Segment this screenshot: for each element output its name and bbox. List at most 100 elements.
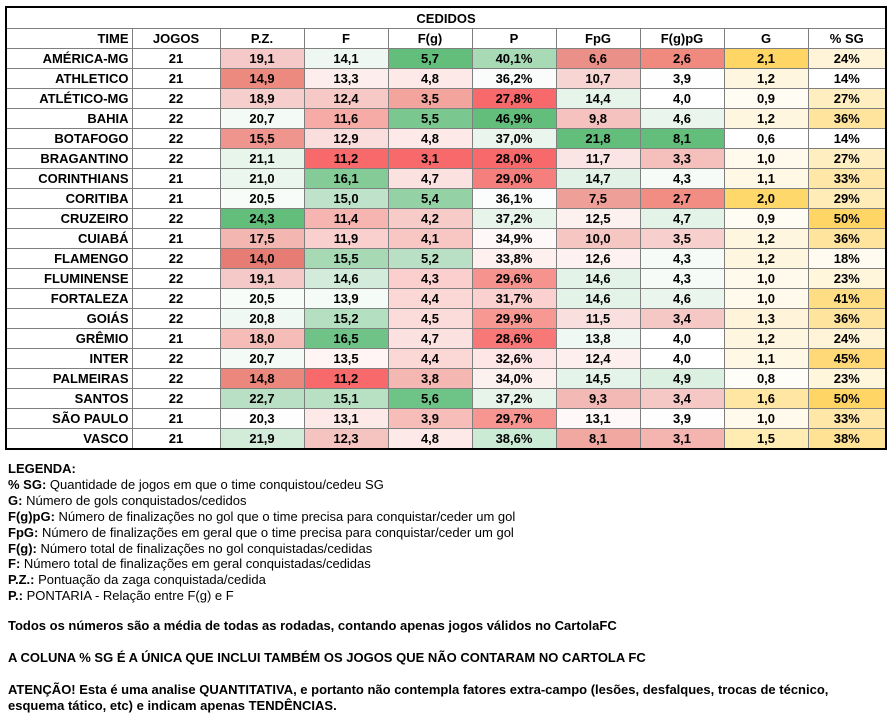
- table-cell[interactable]: 34,9%: [471, 228, 557, 249]
- table-cell[interactable]: 21,0: [219, 168, 305, 189]
- team-cell[interactable]: INTER: [5, 348, 133, 369]
- team-cell[interactable]: SANTOS: [5, 388, 133, 409]
- table-cell[interactable]: 11,6: [303, 108, 389, 129]
- table-cell[interactable]: 20,7: [219, 348, 305, 369]
- table-cell[interactable]: 15,5: [303, 248, 389, 269]
- table-cell[interactable]: 2,0: [723, 188, 809, 209]
- table-cell[interactable]: 1,1: [723, 168, 809, 189]
- column-header[interactable]: F: [303, 28, 389, 49]
- table-cell[interactable]: 9,8: [555, 108, 641, 129]
- table-cell[interactable]: 1,0: [723, 408, 809, 429]
- table-cell[interactable]: 3,1: [387, 148, 473, 169]
- table-cell[interactable]: 4,5: [387, 308, 473, 329]
- team-cell[interactable]: ATLÉTICO-MG: [5, 88, 133, 109]
- table-cell[interactable]: 21: [131, 48, 221, 69]
- table-cell[interactable]: 13,5: [303, 348, 389, 369]
- table-cell[interactable]: 4,4: [387, 288, 473, 309]
- team-cell[interactable]: CORITIBA: [5, 188, 133, 209]
- table-cell[interactable]: 4,1: [387, 228, 473, 249]
- table-cell[interactable]: 14,6: [555, 288, 641, 309]
- table-cell[interactable]: 16,1: [303, 168, 389, 189]
- team-cell[interactable]: FORTALEZA: [5, 288, 133, 309]
- table-cell[interactable]: 1,0: [723, 148, 809, 169]
- table-cell[interactable]: 15,2: [303, 308, 389, 329]
- table-cell[interactable]: 24,3: [219, 208, 305, 229]
- table-cell[interactable]: 50%: [807, 208, 887, 229]
- table-cell[interactable]: 3,3: [639, 148, 725, 169]
- table-cell[interactable]: 5,2: [387, 248, 473, 269]
- table-cell[interactable]: 5,6: [387, 388, 473, 409]
- table-cell[interactable]: 24%: [807, 328, 887, 349]
- table-cell[interactable]: 37,2%: [471, 388, 557, 409]
- table-cell[interactable]: 29,7%: [471, 408, 557, 429]
- table-cell[interactable]: 1,6: [723, 388, 809, 409]
- table-cell[interactable]: 22: [131, 208, 221, 229]
- team-cell[interactable]: BRAGANTINO: [5, 148, 133, 169]
- table-cell[interactable]: 4,7: [387, 168, 473, 189]
- table-cell[interactable]: 22,7: [219, 388, 305, 409]
- table-cell[interactable]: 3,8: [387, 368, 473, 389]
- table-cell[interactable]: 16,5: [303, 328, 389, 349]
- team-cell[interactable]: VASCO: [5, 428, 133, 450]
- table-cell[interactable]: 4,3: [639, 268, 725, 289]
- table-cell[interactable]: 29,6%: [471, 268, 557, 289]
- table-cell[interactable]: 14%: [807, 128, 887, 149]
- column-header[interactable]: TIME: [5, 28, 133, 49]
- table-cell[interactable]: 1,2: [723, 108, 809, 129]
- table-cell[interactable]: 12,5: [555, 208, 641, 229]
- table-cell[interactable]: 1,2: [723, 228, 809, 249]
- table-cell[interactable]: 33,8%: [471, 248, 557, 269]
- table-cell[interactable]: 3,9: [639, 408, 725, 429]
- table-cell[interactable]: 29%: [807, 188, 887, 209]
- table-cell[interactable]: 21: [131, 68, 221, 89]
- table-cell[interactable]: 21,8: [555, 128, 641, 149]
- team-cell[interactable]: BOTAFOGO: [5, 128, 133, 149]
- table-cell[interactable]: 27%: [807, 88, 887, 109]
- table-cell[interactable]: 36%: [807, 228, 887, 249]
- team-cell[interactable]: PALMEIRAS: [5, 368, 133, 389]
- table-cell[interactable]: 1,0: [723, 268, 809, 289]
- table-cell[interactable]: 12,9: [303, 128, 389, 149]
- table-cell[interactable]: 11,2: [303, 368, 389, 389]
- column-header[interactable]: F(g): [387, 28, 473, 49]
- table-cell[interactable]: 13,1: [555, 408, 641, 429]
- table-cell[interactable]: 4,8: [387, 128, 473, 149]
- table-cell[interactable]: 4,7: [639, 208, 725, 229]
- table-cell[interactable]: 20,5: [219, 288, 305, 309]
- table-cell[interactable]: 12,4: [303, 88, 389, 109]
- table-cell[interactable]: 4,6: [639, 288, 725, 309]
- table-cell[interactable]: 29,0%: [471, 168, 557, 189]
- table-cell[interactable]: 22: [131, 288, 221, 309]
- table-cell[interactable]: 22: [131, 368, 221, 389]
- table-cell[interactable]: 8,1: [639, 128, 725, 149]
- table-cell[interactable]: 28,6%: [471, 328, 557, 349]
- table-cell[interactable]: 1,2: [723, 248, 809, 269]
- column-header[interactable]: G: [723, 28, 809, 49]
- table-cell[interactable]: 0,9: [723, 88, 809, 109]
- table-cell[interactable]: 4,0: [639, 88, 725, 109]
- table-cell[interactable]: 8,1: [555, 428, 641, 450]
- table-cell[interactable]: 1,3: [723, 308, 809, 329]
- table-cell[interactable]: 3,5: [387, 88, 473, 109]
- table-cell[interactable]: 17,5: [219, 228, 305, 249]
- table-cell[interactable]: 14%: [807, 68, 887, 89]
- table-cell[interactable]: 32,6%: [471, 348, 557, 369]
- table-cell[interactable]: 21: [131, 228, 221, 249]
- table-cell[interactable]: 14,6: [555, 268, 641, 289]
- table-cell[interactable]: 11,4: [303, 208, 389, 229]
- table-cell[interactable]: 37,0%: [471, 128, 557, 149]
- table-cell[interactable]: 5,5: [387, 108, 473, 129]
- column-header[interactable]: JOGOS: [131, 28, 221, 49]
- table-cell[interactable]: 4,3: [639, 168, 725, 189]
- table-cell[interactable]: 21: [131, 328, 221, 349]
- column-header[interactable]: F(g)pG: [639, 28, 725, 49]
- table-cell[interactable]: 14,7: [555, 168, 641, 189]
- table-cell[interactable]: 3,4: [639, 388, 725, 409]
- table-cell[interactable]: 31,7%: [471, 288, 557, 309]
- table-cell[interactable]: 2,7: [639, 188, 725, 209]
- table-cell[interactable]: 36%: [807, 108, 887, 129]
- table-cell[interactable]: 36,1%: [471, 188, 557, 209]
- table-cell[interactable]: 2,1: [723, 48, 809, 69]
- table-cell[interactable]: 4,2: [387, 208, 473, 229]
- table-cell[interactable]: 34,0%: [471, 368, 557, 389]
